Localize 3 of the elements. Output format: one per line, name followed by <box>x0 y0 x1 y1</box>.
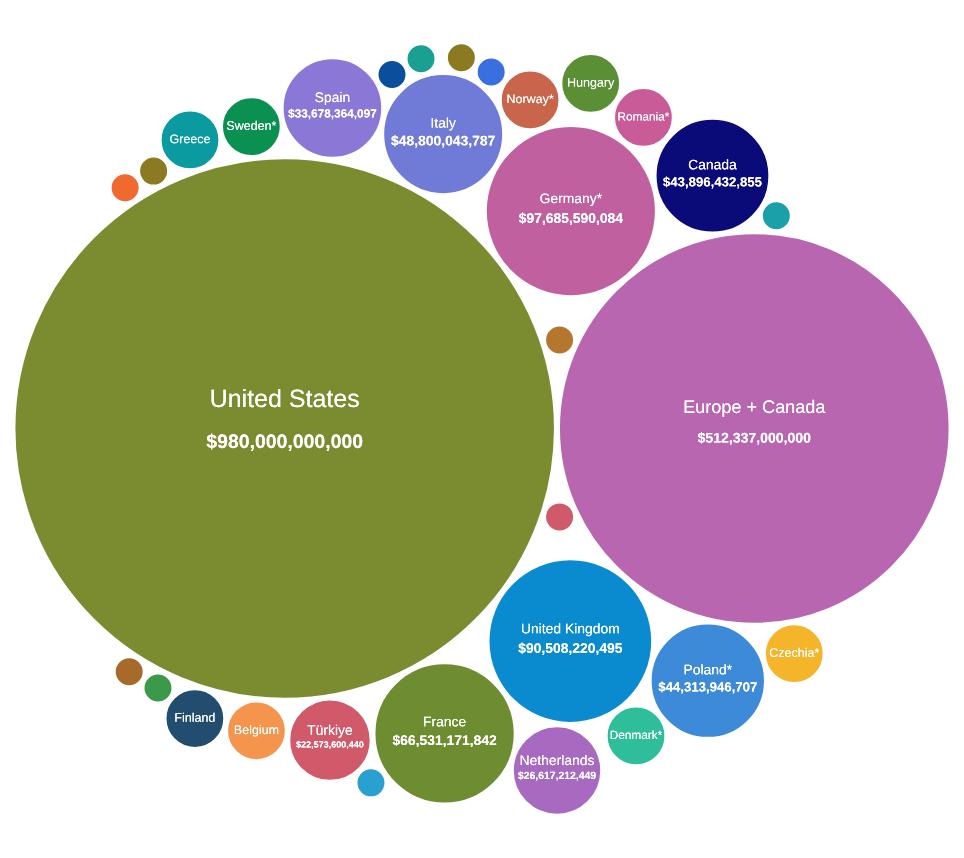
data-label: $980,000,000,000 <box>206 433 363 451</box>
category-label: United States <box>211 388 359 408</box>
category-label: Europe + Canada <box>684 399 826 417</box>
